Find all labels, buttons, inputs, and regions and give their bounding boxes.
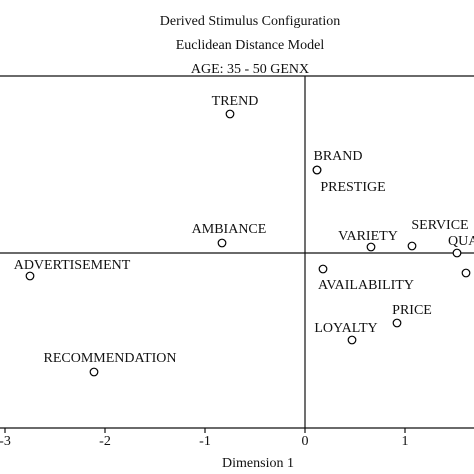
point-label: VARIETY <box>338 229 398 244</box>
point-label: BRAND <box>313 149 362 164</box>
x-tick-label: 1 <box>402 434 409 449</box>
point-label: RECOMMENDATION <box>44 351 177 366</box>
chart-subtitle: Euclidean Distance Model <box>176 38 325 53</box>
x-tick-label: -1 <box>199 434 211 449</box>
point <box>347 335 357 345</box>
x-tick-label: 0 <box>302 434 309 449</box>
x-tick-label: -3 <box>0 434 11 449</box>
point <box>25 271 35 281</box>
point <box>366 242 376 252</box>
point <box>217 238 227 248</box>
point-label: LOYALTY <box>314 321 377 336</box>
point-label: AVAILABILITY <box>318 278 414 293</box>
point-label: TREND <box>212 94 259 109</box>
chart-annotation: AGE: 35 - 50 GENX <box>191 62 309 77</box>
point-label: SERVICE <box>411 218 468 233</box>
chart-title: Derived Stimulus Configuration <box>160 14 340 29</box>
point <box>225 109 235 119</box>
point-label: PRICE <box>392 303 432 318</box>
point <box>89 367 99 377</box>
x-axis-label: Dimension 1 <box>222 456 294 471</box>
point <box>312 165 322 175</box>
point-label: AMBIANCE <box>192 222 267 237</box>
x-tick-label: -2 <box>99 434 111 449</box>
point <box>452 248 462 258</box>
point <box>461 268 471 278</box>
point-label: PRESTIGE <box>320 180 385 195</box>
point <box>318 264 328 274</box>
point <box>392 318 402 328</box>
point <box>407 241 417 251</box>
point-label: ADVERTISEMENT <box>14 258 131 273</box>
point-label: QUALITY <box>448 234 474 249</box>
